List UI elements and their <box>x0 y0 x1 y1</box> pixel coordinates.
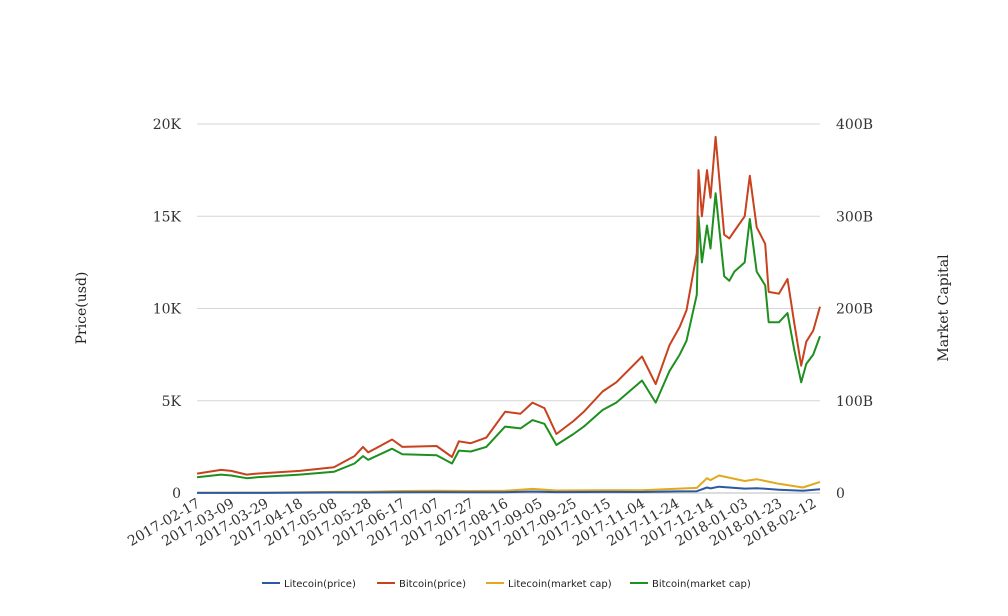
gridlines <box>197 123 820 494</box>
y-tick-right: 300B <box>836 209 873 225</box>
y-tick-right: 100B <box>836 394 873 410</box>
y-axis-left-title: Price(usd) <box>74 272 90 345</box>
series-line-bitcoin-market-cap <box>196 192 821 480</box>
legend-label: Bitcoin(market cap) <box>652 579 751 590</box>
legend-item: Bitcoin(price) <box>377 579 466 590</box>
y-tick-left: 0 <box>172 486 181 502</box>
y-tick-left: 20K <box>153 117 182 133</box>
legend-label: Litecoin(price) <box>284 579 356 590</box>
series-line-litecoin-price <box>197 485 821 494</box>
legend-item: Bitcoin(market cap) <box>630 579 751 590</box>
y-axis-right-title: Market Capital <box>936 254 952 362</box>
y-axis-left-ticks: 0 5K 10K 15K 20K <box>153 117 182 502</box>
legend-item: Litecoin(market cap) <box>486 579 612 590</box>
legend-label: Litecoin(market cap) <box>508 579 612 590</box>
series-line-bitcoin-price <box>196 135 821 476</box>
y-tick-right: 200B <box>836 302 873 318</box>
y-tick-left: 5K <box>162 394 182 410</box>
legend-item: Litecoin(price) <box>262 579 356 590</box>
y-tick-right: 0 <box>836 486 845 502</box>
y-axis-right-ticks: 0 100B 200B 300B 400B <box>836 117 873 502</box>
series-lines <box>196 135 821 494</box>
y-tick-left: 15K <box>153 209 182 225</box>
y-tick-right: 400B <box>836 117 873 133</box>
series-line-litecoin-market-cap <box>196 474 821 494</box>
y-tick-left: 10K <box>153 302 182 318</box>
legend: Litecoin(price) Bitcoin(price) Litecoin(ma… <box>262 579 751 590</box>
x-axis-ticks: 2017-02-172017-03-092017-03-292017-04-18… <box>125 496 819 550</box>
legend-label: Bitcoin(price) <box>399 579 466 590</box>
